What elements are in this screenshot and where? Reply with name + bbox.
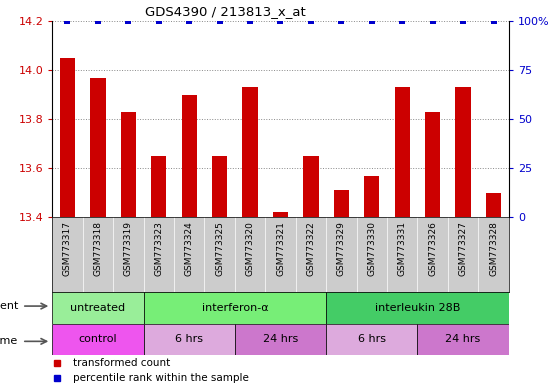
Text: GSM773327: GSM773327 bbox=[459, 221, 468, 276]
Bar bbox=[334, 190, 349, 217]
Text: GSM773322: GSM773322 bbox=[306, 221, 316, 276]
Text: percentile rank within the sample: percentile rank within the sample bbox=[73, 372, 249, 383]
Text: GSM773318: GSM773318 bbox=[94, 221, 102, 276]
Bar bbox=[52, 324, 144, 355]
Text: GSM773330: GSM773330 bbox=[367, 221, 376, 276]
Text: GSM773323: GSM773323 bbox=[154, 221, 163, 276]
Bar bbox=[144, 324, 235, 355]
Bar bbox=[425, 112, 440, 217]
Bar bbox=[273, 212, 288, 217]
Bar bbox=[151, 156, 166, 217]
Bar bbox=[235, 324, 326, 355]
Bar bbox=[326, 324, 417, 355]
Bar bbox=[417, 324, 509, 355]
Text: GSM773328: GSM773328 bbox=[489, 221, 498, 276]
Text: GSM773317: GSM773317 bbox=[63, 221, 72, 276]
Text: untreated: untreated bbox=[70, 303, 125, 313]
Text: GSM773324: GSM773324 bbox=[185, 221, 194, 276]
Bar bbox=[304, 156, 318, 217]
Bar bbox=[243, 87, 257, 217]
Bar bbox=[455, 87, 471, 217]
Bar bbox=[90, 78, 106, 217]
Bar bbox=[121, 112, 136, 217]
Bar bbox=[144, 292, 326, 324]
Text: GSM773320: GSM773320 bbox=[245, 221, 255, 276]
Bar bbox=[182, 95, 197, 217]
Bar bbox=[212, 156, 227, 217]
Text: time: time bbox=[0, 336, 18, 346]
Bar bbox=[395, 87, 410, 217]
Text: GSM773329: GSM773329 bbox=[337, 221, 346, 276]
Text: GSM773331: GSM773331 bbox=[398, 221, 407, 276]
Text: GSM773319: GSM773319 bbox=[124, 221, 133, 276]
Text: interferon-α: interferon-α bbox=[201, 303, 268, 313]
Text: interleukin 28B: interleukin 28B bbox=[375, 303, 460, 313]
Text: 6 hrs: 6 hrs bbox=[175, 334, 203, 344]
Text: 24 hrs: 24 hrs bbox=[446, 334, 481, 344]
Bar bbox=[364, 175, 380, 217]
Text: GSM773325: GSM773325 bbox=[215, 221, 224, 276]
Text: GDS4390 / 213813_x_at: GDS4390 / 213813_x_at bbox=[145, 5, 306, 18]
Bar bbox=[60, 58, 75, 217]
Bar bbox=[326, 292, 509, 324]
Text: 6 hrs: 6 hrs bbox=[358, 334, 386, 344]
Text: GSM773321: GSM773321 bbox=[276, 221, 285, 276]
Text: control: control bbox=[79, 334, 117, 344]
Bar bbox=[52, 292, 144, 324]
Text: GSM773326: GSM773326 bbox=[428, 221, 437, 276]
Bar bbox=[486, 193, 501, 217]
Text: transformed count: transformed count bbox=[73, 358, 170, 368]
Text: agent: agent bbox=[0, 301, 18, 311]
Text: 24 hrs: 24 hrs bbox=[263, 334, 298, 344]
